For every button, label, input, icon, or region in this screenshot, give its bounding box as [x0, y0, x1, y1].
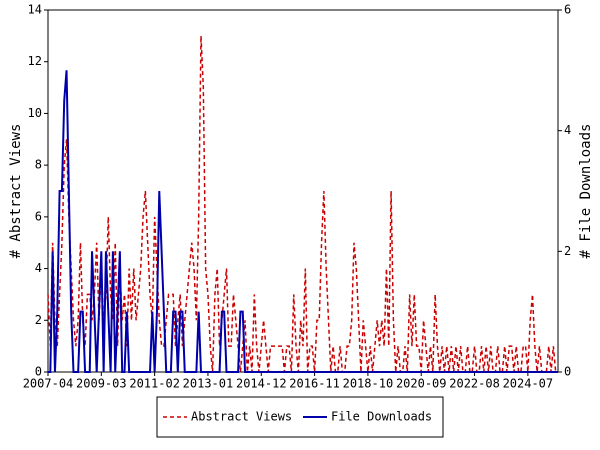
y2-tick-label: 4 [564, 123, 571, 137]
y-tick-label: 6 [35, 209, 42, 223]
x-tick-label: 2018-10 [343, 377, 394, 391]
legend-label: File Downloads [331, 410, 432, 424]
y-tick-label: 4 [35, 261, 42, 275]
x-tick-label: 2007-04 [23, 377, 74, 391]
y-axis-label: # Abstract Views [8, 124, 24, 259]
plot-frame [47, 9, 559, 373]
y-tick-label: 14 [28, 3, 42, 17]
y-tick-label: 8 [35, 158, 42, 172]
x-tick-label: 2014-12 [236, 377, 287, 391]
legend-label: Abstract Views [191, 410, 292, 424]
legend-box [156, 396, 444, 438]
y2-axis-label: # File Downloads [578, 124, 594, 259]
y2-tick-label: 0 [564, 365, 571, 379]
y-tick-label: 10 [28, 106, 42, 120]
x-tick-label: 2016-11 [289, 377, 340, 391]
x-tick-label: 2022-08 [449, 377, 500, 391]
series-line [48, 70, 558, 373]
x-tick-label: 2009-03 [76, 377, 127, 391]
series-line [47, 35, 558, 373]
x-tick-label: 2011-02 [129, 377, 180, 391]
y2-tick-label: 6 [564, 3, 571, 17]
x-tick-label: 2013-01 [183, 377, 234, 391]
y-tick-label: 2 [35, 313, 42, 327]
y2-tick-label: 2 [564, 244, 571, 258]
y-tick-label: 12 [28, 54, 42, 68]
x-tick-label: 2024-07 [503, 377, 554, 391]
y-tick-label: 0 [35, 365, 42, 379]
x-tick-label: 2020-09 [396, 377, 447, 391]
